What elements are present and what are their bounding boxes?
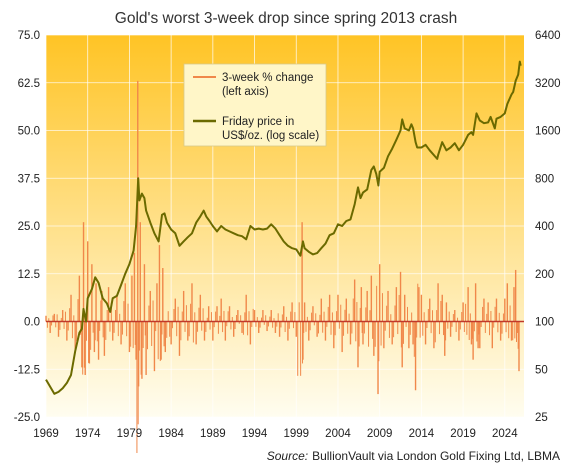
x-tick-label: 2019: [450, 428, 476, 440]
right-tick-label: 100: [535, 317, 554, 329]
left-tick-label: 75.0: [18, 30, 40, 42]
right-tick-label: 6400: [535, 30, 561, 42]
right-tick-label: 50: [535, 364, 548, 376]
left-tick-label: -12.5: [14, 364, 40, 376]
x-tick-label: 1974: [75, 428, 101, 440]
legend-label-pct-change: 3-week % change (left axis): [222, 72, 317, 98]
legend: 3-week % change (left axis) Friday price…: [183, 63, 327, 147]
chart-title: Gold's worst 3-week drop since spring 20…: [115, 10, 457, 27]
legend-label-pct-change-line1: 3-week % change: [222, 72, 313, 84]
source-text: BullionVault via London Gold Fixing Ltd,…: [312, 449, 560, 463]
right-tick-label: 800: [535, 173, 554, 185]
x-tick-label: 1994: [242, 428, 268, 440]
left-tick-label: 0.0: [24, 317, 40, 329]
legend-label-price: Friday price in US$/oz. (log scale): [222, 116, 319, 142]
left-tick-label: 62.5: [18, 78, 40, 90]
x-tick-label: 2009: [367, 428, 393, 440]
x-tick-label: 2024: [492, 428, 518, 440]
price-line: [45, 60, 522, 395]
right-tick-label: 400: [535, 221, 554, 233]
right-tick-label: 200: [535, 269, 554, 281]
left-tick-label: 50.0: [18, 126, 40, 138]
left-tick-label: 12.5: [18, 269, 40, 281]
series-price: [45, 60, 522, 395]
left-tick-label: 25.0: [18, 221, 40, 233]
x-tick-label: 1979: [117, 428, 143, 440]
x-tick-label: 1999: [283, 428, 309, 440]
legend-label-price-line2: US$/oz. (log scale): [222, 130, 319, 142]
gridlines: [45, 34, 524, 418]
x-axis-ticks: 1969 1974 1979 1984 1989 1994 1999 2004 2009 2014…: [33, 428, 518, 440]
right-tick-label: 3200: [535, 78, 561, 90]
x-tick-label: 1989: [200, 428, 226, 440]
left-tick-label: 37.5: [18, 173, 40, 185]
legend-label-pct-change-line2: (left axis): [222, 86, 269, 98]
source-prefix: Source:: [267, 449, 308, 463]
right-tick-label: 1600: [535, 126, 561, 138]
right-axis-ticks: 6400 3200 1600 800 400 200 100 50 25: [535, 30, 561, 424]
left-axis-ticks: 75.0 62.5 50.0 37.5 25.0 12.5 0.0 -12.5 -25.0: [14, 30, 40, 424]
x-tick-label: 2004: [325, 428, 351, 440]
x-tick-label: 1969: [33, 428, 59, 440]
x-tick-label: 2014: [409, 428, 435, 440]
right-tick-label: 25: [535, 412, 548, 424]
source-note: Source: BullionVault via London Gold Fixi…: [267, 449, 560, 463]
x-tick-label: 1984: [158, 428, 184, 440]
legend-label-price-line1: Friday price in: [222, 116, 294, 128]
left-tick-label: -25.0: [14, 412, 40, 424]
